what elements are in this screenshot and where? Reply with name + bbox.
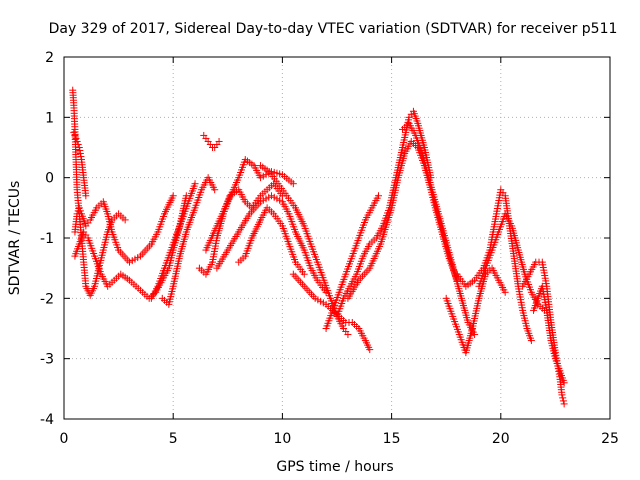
series-track [71, 192, 177, 266]
y-tick-label: -1 [40, 231, 54, 247]
data-point [289, 180, 297, 188]
series-track [442, 264, 509, 357]
series-track [453, 186, 535, 345]
series-track [475, 210, 548, 314]
x-tick-label: 20 [492, 431, 510, 447]
series-track [202, 156, 297, 254]
data-point [76, 147, 84, 155]
data-point [560, 379, 568, 387]
y-axis-label: SDTVAR / TECUs [7, 181, 23, 296]
y-tick-label: 2 [45, 50, 54, 66]
series-track [235, 204, 308, 278]
y-tick-label: 1 [45, 110, 54, 126]
data-point [559, 397, 567, 405]
data-point [70, 128, 78, 136]
data-point [75, 204, 83, 212]
series-track [530, 282, 568, 387]
data-point [558, 391, 566, 399]
data-point [211, 186, 219, 194]
chart-title: Day 329 of 2017, Sidereal Day-to-day VTE… [49, 21, 618, 37]
data-point [527, 337, 535, 345]
data-point [300, 270, 308, 278]
series-track [158, 174, 219, 308]
data-point [75, 144, 83, 151]
y-tick-label: -3 [40, 352, 54, 368]
x-axis-label: GPS time / hours [276, 459, 393, 475]
data-point [73, 137, 81, 145]
data-point [77, 153, 85, 161]
data-point [72, 134, 80, 142]
data-point [76, 150, 84, 158]
x-tick-label: 25 [601, 431, 619, 447]
series-track [213, 192, 330, 296]
series-track [257, 162, 352, 339]
data-point [121, 216, 129, 224]
data-point [169, 192, 177, 200]
x-tick-label: 15 [383, 431, 401, 447]
x-tick-label: 10 [273, 431, 291, 447]
x-tick-label: 0 [60, 431, 69, 447]
series-track [70, 128, 90, 200]
data-point [559, 394, 567, 402]
data-point [471, 331, 479, 339]
x-axis-ticks: 0 5 10 15 20 25 [60, 57, 619, 447]
data-point [374, 192, 382, 200]
data-point [560, 400, 568, 408]
y-axis-ticks: -4 -3 -2 -1 0 1 2 [40, 50, 610, 428]
data-points [69, 86, 568, 408]
data-point [344, 331, 352, 339]
data-point [501, 288, 509, 296]
data-point [74, 140, 82, 148]
data-point [215, 137, 223, 145]
y-tick-label: 0 [45, 171, 54, 187]
series-track [322, 192, 382, 332]
data-point [71, 131, 79, 139]
series-track [147, 180, 199, 302]
data-point [82, 192, 90, 200]
data-point [191, 180, 199, 188]
data-point [76, 207, 84, 215]
series-track [333, 107, 435, 320]
series-track [200, 131, 223, 151]
data-point [366, 346, 374, 354]
y-tick-label: -2 [40, 291, 54, 307]
x-tick-label: 5 [169, 431, 178, 447]
y-tick-label: -4 [40, 412, 54, 428]
